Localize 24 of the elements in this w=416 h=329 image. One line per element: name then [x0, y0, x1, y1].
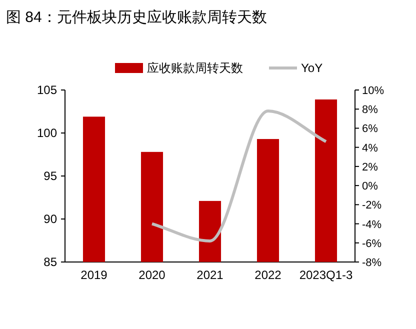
y-tick-label: 85: [44, 255, 58, 269]
y-tick-label: 95: [44, 169, 58, 183]
y2-tick-label: 2%: [362, 161, 378, 174]
y2-tick-label: -4%: [362, 218, 382, 231]
y2-tick-label: 8%: [362, 104, 378, 116]
x-tick-label: 2020: [138, 268, 166, 282]
line-series: [150, 110, 328, 242]
y2-tick-label: 4%: [362, 142, 378, 154]
y2-tick-label: 0%: [362, 180, 378, 193]
y2-tick-label: 6%: [362, 123, 378, 136]
y-tick-label: 100: [36, 126, 58, 140]
legend-label: 应收账款周转天数: [147, 61, 243, 75]
legend-label: YoY: [301, 61, 323, 75]
x-tick-label: 2019: [80, 268, 108, 282]
chart-title: 图 84：元件板块历史应收账款周转天数: [6, 9, 267, 26]
y2-tick-label: -2%: [362, 200, 382, 212]
y2-tick-label: 10%: [362, 85, 384, 97]
x-tick-label: 2023Q1-3: [299, 268, 354, 282]
y2-tick-label: -6%: [362, 238, 382, 250]
x-tick-label: 2021: [196, 268, 224, 282]
y-tick-label: 90: [44, 212, 58, 226]
x-tick-label: 2022: [254, 268, 282, 282]
y2-tick-label: -8%: [362, 257, 382, 269]
y-tick-label: 105: [36, 83, 58, 97]
